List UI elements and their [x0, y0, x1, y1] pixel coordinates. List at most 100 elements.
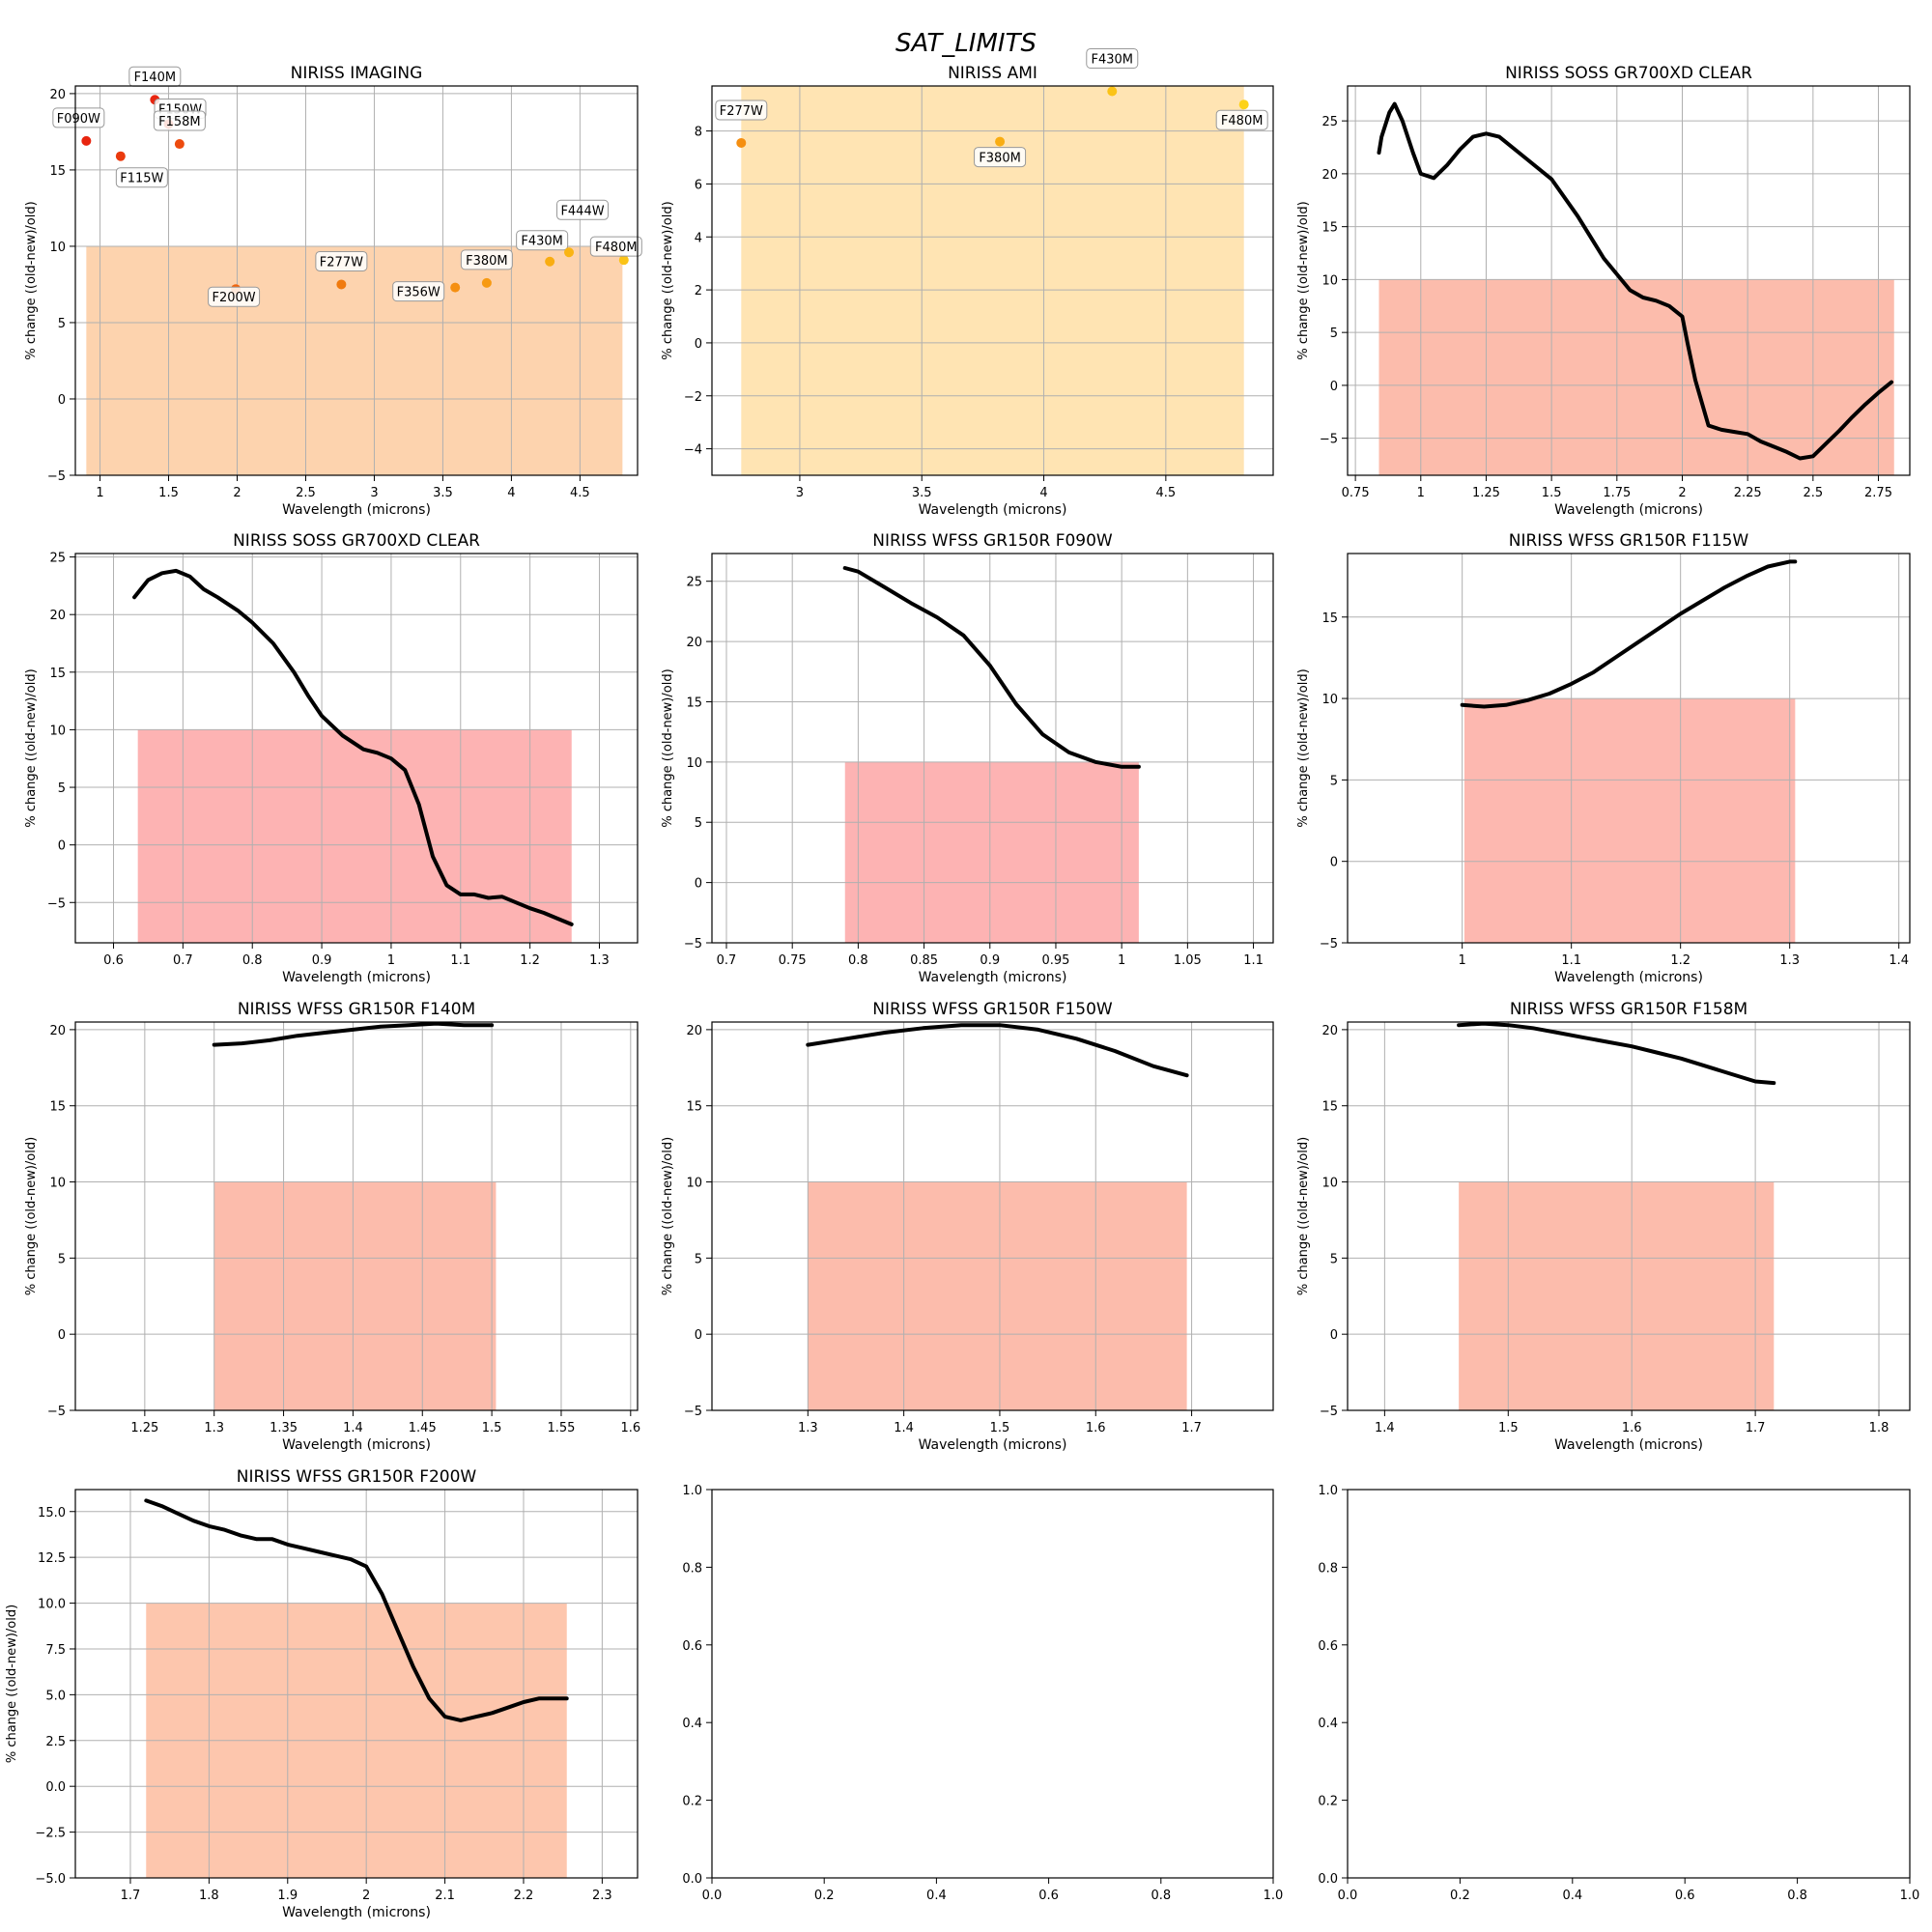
chart-title: NIRISS WFSS GR150R F140M	[238, 1000, 475, 1019]
data-label: F158M	[158, 115, 201, 129]
y-tick-label: 4	[695, 231, 702, 245]
x-axis-label: Wavelength (microns)	[282, 1905, 431, 1920]
x-tick-label: 2	[233, 486, 241, 500]
limit-band	[741, 86, 1244, 475]
y-tick-label: −5	[47, 896, 66, 911]
x-tick-label: 1.3	[798, 1421, 818, 1435]
data-label-box	[1086, 47, 1139, 69]
y-tick-label: 20	[49, 1024, 66, 1038]
x-tick-label: 1.2	[1670, 953, 1690, 968]
x-tick-label: 1	[96, 486, 103, 500]
data-label-box	[556, 199, 610, 220]
x-tick-label: 0.95	[1041, 953, 1069, 968]
x-tick-label: 1	[1417, 486, 1425, 500]
x-tick-label: 2.5	[296, 486, 316, 500]
y-axis-label: % change ((old-new)/old)	[1296, 668, 1311, 827]
limit-band	[844, 761, 1139, 943]
x-tick-label: 1.6	[1622, 1421, 1642, 1435]
y-tick-label: −2.5	[35, 1827, 66, 1841]
chart-title: NIRISS WFSS GR150R F090W	[872, 531, 1113, 551]
data-point	[545, 256, 555, 267]
data-point	[336, 279, 347, 290]
limit-band	[1463, 698, 1796, 943]
data-point	[995, 136, 1006, 147]
x-tick-label: 3.5	[433, 486, 453, 500]
data-label: F277W	[320, 255, 363, 270]
y-tick-label: 20	[686, 636, 702, 650]
plot-frame	[1347, 1021, 1911, 1411]
y-axis-label: % change ((old-new)/old)	[5, 1605, 19, 1763]
x-axis-label: Wavelength (microns)	[919, 502, 1067, 518]
y-tick-label: 5	[695, 816, 702, 831]
y-tick-label: 20	[686, 1024, 702, 1038]
data-point	[174, 139, 185, 150]
y-tick-label: 15	[1321, 1100, 1338, 1115]
data-label: F356W	[397, 286, 440, 300]
plot-frame	[1347, 1489, 1911, 1879]
data-label-box	[460, 249, 513, 270]
x-tick-label: 1.4	[1889, 953, 1909, 968]
y-tick-label: 20	[1321, 1024, 1338, 1038]
x-tick-label: 1.25	[130, 1421, 158, 1435]
y-axis-label: % change ((old-new)/old)	[1296, 1137, 1311, 1295]
x-tick-label: 0.8	[1151, 1889, 1171, 1903]
data-label-box	[115, 167, 168, 188]
x-axis-label: Wavelength (microns)	[1554, 502, 1703, 518]
x-tick-label: 1.8	[1869, 1421, 1889, 1435]
x-tick-label: 0.6	[103, 953, 124, 968]
series-line	[842, 566, 1141, 769]
y-tick-label: 5	[1330, 774, 1338, 788]
y-tick-label: 0	[1330, 856, 1338, 870]
x-tick-label: 3.5	[912, 486, 932, 500]
y-tick-label: 12.5	[38, 1551, 66, 1566]
data-label: F444W	[560, 204, 604, 218]
chart-title: NIRISS SOSS GR700XD CLEAR	[233, 531, 480, 551]
x-tick-label: 1.35	[270, 1421, 298, 1435]
y-tick-label: −5	[47, 1405, 66, 1419]
x-tick-label: 2.2	[514, 1889, 534, 1903]
x-tick-label: 1.4	[343, 1421, 363, 1435]
limit-band	[808, 1181, 1187, 1410]
y-tick-label: 2.5	[45, 1735, 66, 1749]
chart-panel-4: 0.6 0.7 0.8 0.9 1 1.1 1.2 1.3 −5 0 5 10 15 20 25 NIRISS…	[24, 531, 639, 985]
x-tick-label: 0.8	[848, 953, 868, 968]
plot-area	[1348, 1490, 1910, 1878]
y-tick-label: 10	[49, 241, 66, 255]
y-tick-label: 0	[695, 337, 702, 352]
x-tick-label: 1	[1459, 953, 1466, 968]
data-label-box	[516, 230, 569, 251]
data-label: F430M	[1092, 52, 1134, 67]
x-tick-label: 1.3	[204, 1421, 224, 1435]
y-tick-label: −5	[1320, 937, 1338, 952]
x-axis-label: Wavelength (microns)	[1554, 970, 1703, 985]
data-label: F200W	[213, 291, 256, 305]
x-tick-label: 0.2	[1450, 1889, 1470, 1903]
chart-title: NIRISS WFSS GR150R F158M	[1510, 1000, 1747, 1019]
y-tick-label: 15	[686, 1100, 702, 1115]
y-tick-label: 0.0	[1318, 1872, 1338, 1887]
x-axis-label: Wavelength (microns)	[919, 1437, 1067, 1453]
x-tick-label: 0.85	[910, 953, 938, 968]
data-point	[115, 151, 126, 161]
data-label-box	[974, 147, 1027, 168]
plot-frame	[711, 553, 1274, 944]
x-tick-label: 1.05	[1174, 953, 1202, 968]
y-tick-label: 10	[686, 1177, 702, 1191]
data-label-box	[589, 236, 642, 257]
x-tick-label: 1.75	[1603, 486, 1631, 500]
chart-panel-7: 1.25 1.3 1.35 1.4 1.45 1.5 1.55 1.6 −5 0 5 10 15 20 NI…	[24, 1000, 640, 1453]
series-line	[1457, 1021, 1776, 1086]
y-tick-label: 1.0	[1318, 1484, 1338, 1498]
y-tick-label: 5	[58, 1252, 66, 1266]
y-tick-label: 0	[58, 839, 66, 854]
data-label: F380M	[466, 254, 508, 269]
y-tick-label: −5.0	[35, 1872, 66, 1887]
plot-frame	[711, 85, 1274, 476]
chart-panel-12: 0.0 0.2 0.4 0.6 0.8 1.0 0.0 0.2 0.4 0.6 0.8 1.0	[1318, 1484, 1919, 1903]
x-tick-label: 0.7	[173, 953, 193, 968]
y-tick-label: 5	[1330, 1252, 1338, 1266]
x-tick-label: 0.4	[1562, 1889, 1582, 1903]
y-tick-label: 0.4	[1318, 1717, 1338, 1731]
x-tick-label: 0.9	[312, 953, 332, 968]
y-tick-label: 20	[1321, 168, 1338, 183]
